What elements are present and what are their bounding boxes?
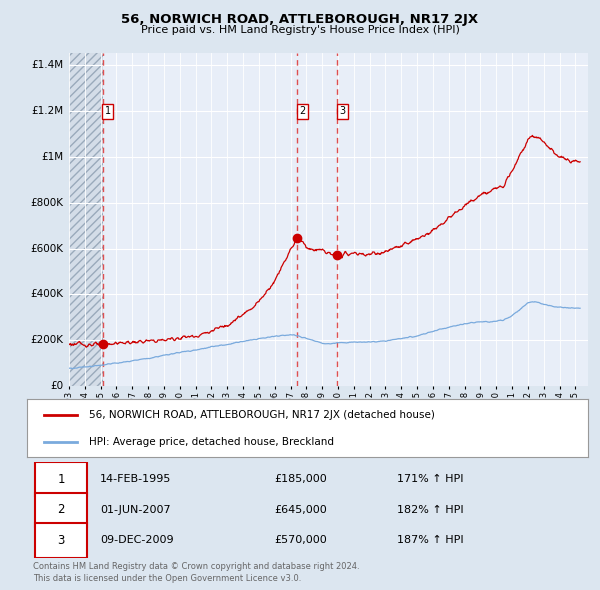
Text: 01-JUN-2007: 01-JUN-2007 xyxy=(100,505,170,514)
Text: 14-FEB-1995: 14-FEB-1995 xyxy=(100,474,172,484)
Text: 1: 1 xyxy=(58,473,65,486)
Text: 2: 2 xyxy=(299,106,306,116)
FancyBboxPatch shape xyxy=(35,462,87,496)
Text: 56, NORWICH ROAD, ATTLEBOROUGH, NR17 2JX (detached house): 56, NORWICH ROAD, ATTLEBOROUGH, NR17 2JX… xyxy=(89,410,434,420)
Text: 3: 3 xyxy=(339,106,346,116)
Text: 182% ↑ HPI: 182% ↑ HPI xyxy=(397,505,464,514)
FancyBboxPatch shape xyxy=(35,493,87,527)
Text: 1: 1 xyxy=(105,106,111,116)
Text: £400K: £400K xyxy=(31,290,64,300)
Text: £200K: £200K xyxy=(31,336,64,346)
Text: Contains HM Land Registry data © Crown copyright and database right 2024.
This d: Contains HM Land Registry data © Crown c… xyxy=(33,562,359,583)
Text: HPI: Average price, detached house, Breckland: HPI: Average price, detached house, Brec… xyxy=(89,437,334,447)
Text: £1M: £1M xyxy=(41,152,64,162)
Text: £1.2M: £1.2M xyxy=(32,106,64,116)
FancyBboxPatch shape xyxy=(35,523,87,558)
Text: £185,000: £185,000 xyxy=(274,474,326,484)
Text: 2: 2 xyxy=(58,503,65,516)
Text: £600K: £600K xyxy=(31,244,64,254)
Text: 171% ↑ HPI: 171% ↑ HPI xyxy=(397,474,464,484)
Text: 09-DEC-2009: 09-DEC-2009 xyxy=(100,535,173,545)
Text: £0: £0 xyxy=(50,382,64,391)
Text: £570,000: £570,000 xyxy=(274,535,326,545)
Text: 56, NORWICH ROAD, ATTLEBOROUGH, NR17 2JX: 56, NORWICH ROAD, ATTLEBOROUGH, NR17 2JX xyxy=(121,13,479,26)
Text: Price paid vs. HM Land Registry's House Price Index (HPI): Price paid vs. HM Land Registry's House … xyxy=(140,25,460,35)
Text: 3: 3 xyxy=(58,534,65,547)
Text: £800K: £800K xyxy=(31,198,64,208)
Text: £645,000: £645,000 xyxy=(274,505,326,514)
Text: 187% ↑ HPI: 187% ↑ HPI xyxy=(397,535,464,545)
Text: £1.4M: £1.4M xyxy=(32,60,64,70)
Bar xyxy=(69,53,103,386)
